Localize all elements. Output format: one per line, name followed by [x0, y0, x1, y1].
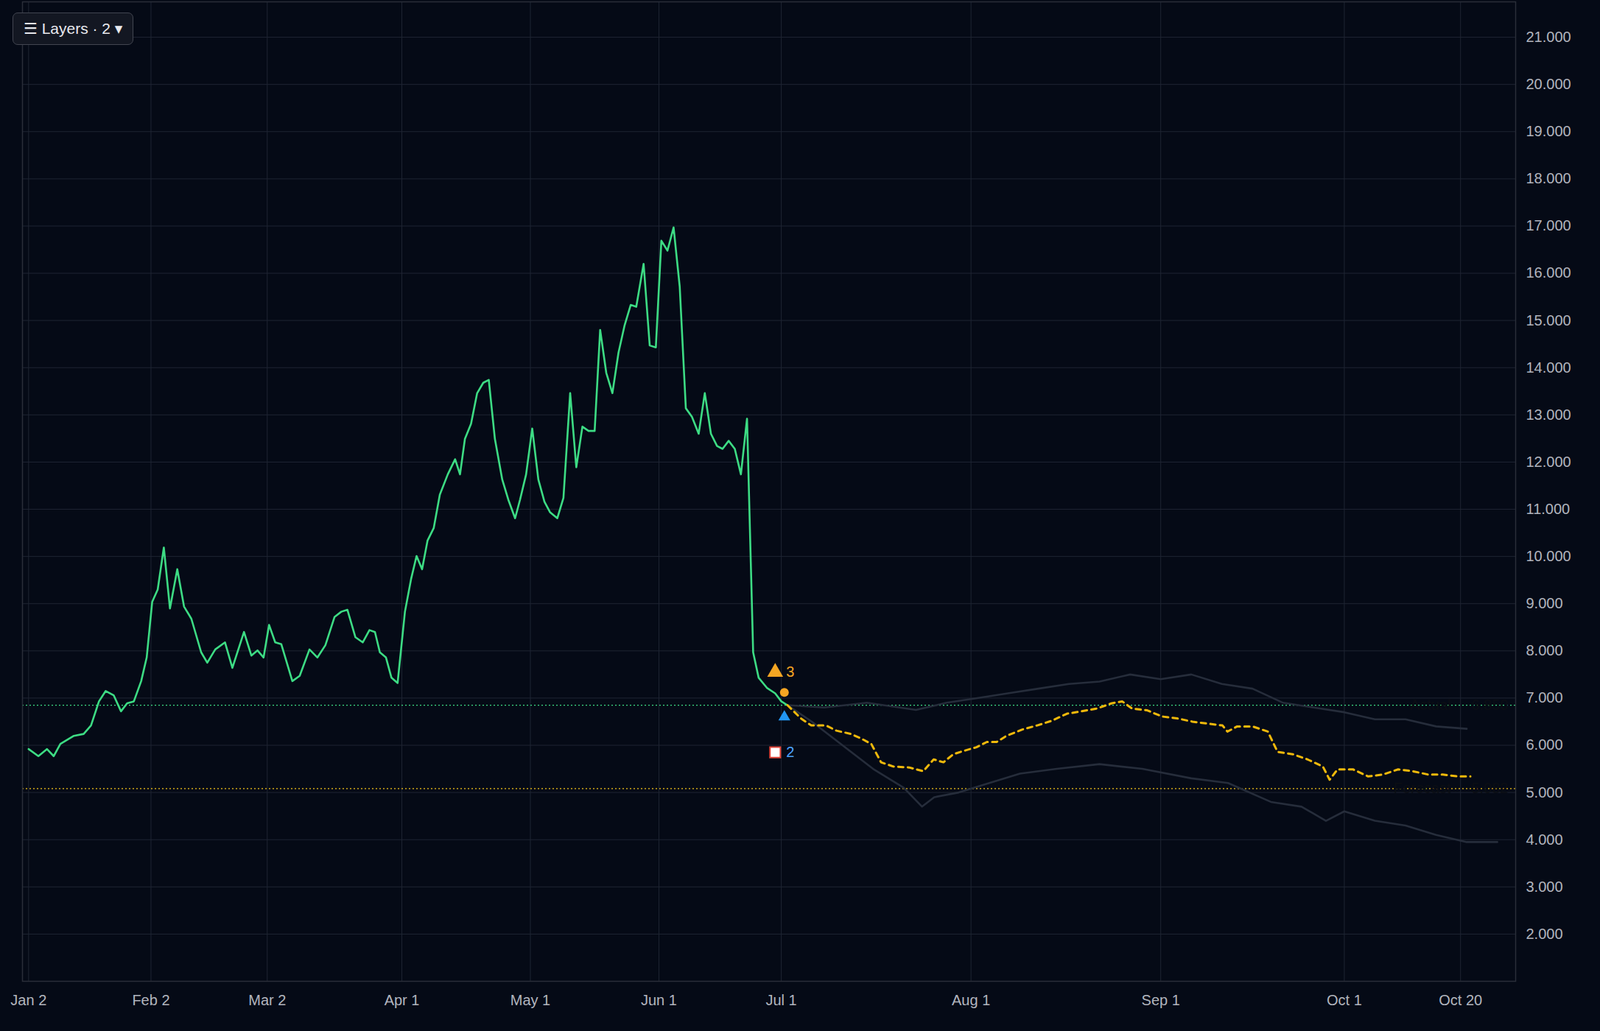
svg-text:Jul 1: Jul 1	[765, 992, 797, 1009]
svg-text:Jan 2: Jan 2	[10, 992, 47, 1009]
svg-text:5.082: 5.082	[1471, 780, 1508, 797]
svg-text:15.000: 15.000	[1526, 312, 1572, 329]
svg-text:Jun 1: Jun 1	[640, 992, 677, 1009]
svg-text:9.000: 9.000	[1526, 595, 1564, 612]
svg-text:Sep 1: Sep 1	[1141, 992, 1181, 1009]
svg-text:3.000: 3.000	[1526, 878, 1564, 896]
svg-text:10.000: 10.000	[1526, 548, 1572, 565]
svg-text:Oct 20: Oct 20	[1438, 992, 1483, 1009]
svg-text:Feb 2: Feb 2	[131, 992, 170, 1009]
svg-text:5.000: 5.000	[1526, 784, 1564, 801]
svg-text:6.000: 6.000	[1526, 736, 1564, 753]
svg-text:13.000: 13.000	[1526, 406, 1572, 423]
svg-text:8.000: 8.000	[1526, 642, 1564, 659]
svg-text:Actual: Actual	[1409, 696, 1452, 714]
svg-text:11.000: 11.000	[1526, 500, 1571, 518]
svg-text:Mar 2: Mar 2	[248, 992, 286, 1009]
svg-text:Aug 1: Aug 1	[951, 992, 991, 1009]
svg-text:20.000: 20.000	[1526, 75, 1572, 93]
svg-text:Oct 1: Oct 1	[1326, 992, 1363, 1009]
svg-text:6.850: 6.850	[1471, 696, 1508, 714]
svg-text:19.000: 19.000	[1526, 123, 1572, 140]
svg-text:17.000: 17.000	[1526, 217, 1572, 234]
svg-text:16.000: 16.000	[1526, 264, 1572, 281]
svg-text:Forecast: Forecast	[1393, 780, 1452, 797]
svg-text:2: 2	[786, 744, 795, 761]
svg-text:12.000: 12.000	[1526, 453, 1572, 470]
svg-text:7.000: 7.000	[1526, 689, 1564, 706]
html-text:☰ Layers · 2 ▾: ☰ Layers · 2 ▾	[23, 19, 123, 37]
svg-text:May 1: May 1	[510, 992, 551, 1009]
svg-text:3: 3	[786, 663, 795, 680]
svg-text:4.000: 4.000	[1526, 831, 1564, 848]
svg-text:21.000: 21.000	[1526, 28, 1572, 45]
svg-text:18.000: 18.000	[1526, 170, 1572, 187]
svg-text:2.000: 2.000	[1526, 925, 1564, 943]
svg-text:14.000: 14.000	[1526, 359, 1572, 376]
svg-text:Apr 1: Apr 1	[384, 992, 420, 1009]
